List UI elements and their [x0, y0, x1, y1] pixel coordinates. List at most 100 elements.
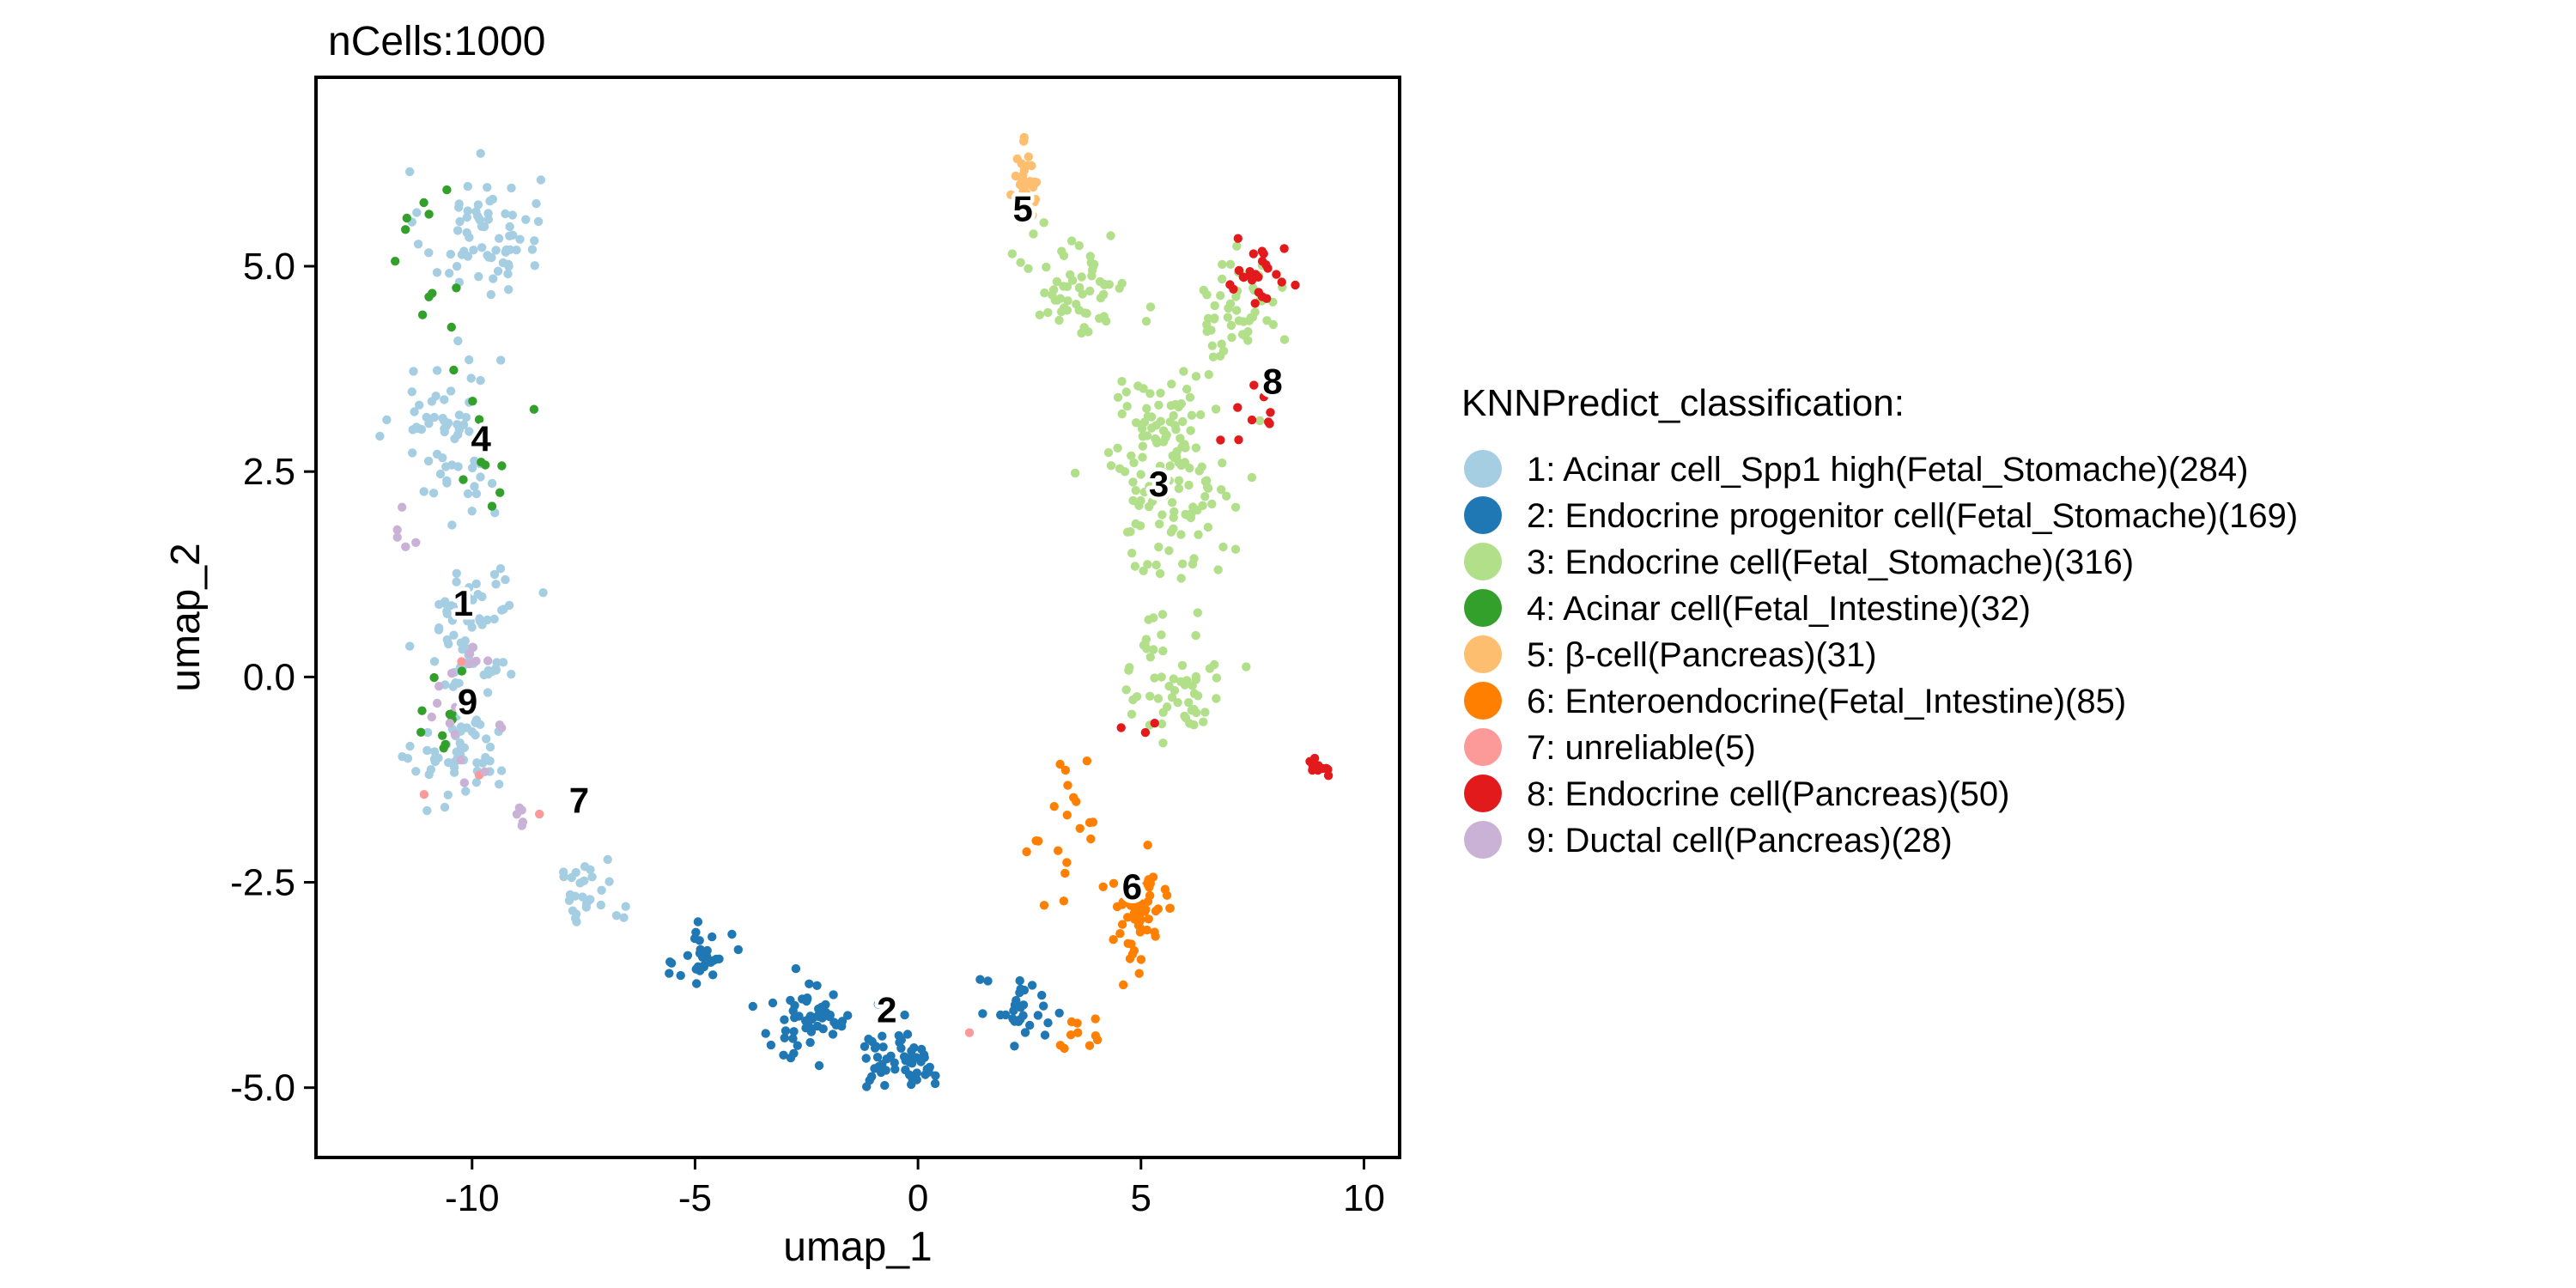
data-point: [1157, 630, 1166, 640]
data-point: [438, 731, 447, 740]
data-point: [401, 542, 410, 551]
data-point: [975, 975, 985, 984]
data-point: [449, 365, 459, 375]
data-point: [1068, 276, 1078, 285]
data-point: [880, 1080, 890, 1091]
data-point: [427, 712, 436, 722]
data-point: [1187, 410, 1197, 420]
data-point: [491, 580, 501, 589]
data-point: [471, 656, 481, 666]
data-point: [1272, 270, 1281, 279]
data-point: [1027, 161, 1036, 171]
data-point: [434, 682, 444, 691]
data-point: [873, 999, 883, 1009]
data-point: [1054, 315, 1064, 325]
data-point: [498, 658, 508, 667]
data-point: [468, 397, 477, 406]
data-point: [454, 410, 465, 420]
data-point: [1167, 693, 1177, 702]
data-point: [559, 867, 568, 877]
x-tick-label: -5: [678, 1177, 712, 1219]
data-point: [461, 787, 471, 796]
data-point: [843, 1011, 853, 1020]
data-point: [788, 1034, 798, 1043]
data-point: [482, 433, 491, 442]
data-point: [1233, 234, 1243, 243]
cluster-label-7: 7: [569, 780, 589, 820]
data-point: [1159, 480, 1170, 489]
data-point: [536, 175, 546, 185]
data-point: [761, 1029, 770, 1038]
legend-key-6: [1464, 682, 1502, 720]
data-point: [1029, 229, 1038, 239]
data-point: [1257, 257, 1267, 266]
data-point: [896, 1035, 907, 1045]
data-point: [1202, 326, 1212, 337]
data-point: [1143, 896, 1153, 907]
data-point: [449, 630, 459, 640]
data-point: [909, 1043, 919, 1053]
data-point: [471, 730, 480, 740]
data-point: [829, 990, 838, 999]
data-point: [1204, 370, 1213, 380]
data-point: [1120, 467, 1130, 477]
data-point: [452, 568, 461, 578]
data-point: [474, 415, 484, 424]
data-point: [475, 215, 484, 224]
data-point: [1085, 286, 1095, 296]
data-point: [492, 658, 501, 667]
data-point: [837, 1022, 847, 1031]
data-point: [1024, 264, 1033, 273]
data-point: [1059, 282, 1068, 291]
data-point: [1178, 559, 1188, 568]
data-point: [434, 623, 444, 633]
data-point: [1091, 1031, 1101, 1041]
cluster-label-9: 9: [458, 682, 477, 722]
data-point: [902, 1030, 913, 1039]
data-point: [861, 1054, 871, 1063]
data-point: [446, 386, 456, 396]
data-point: [444, 757, 453, 768]
data-point: [1055, 759, 1065, 769]
legend-label-5: 5: β-cell(Pancreas)(31): [1527, 636, 1877, 674]
data-point: [445, 709, 454, 719]
data-point: [867, 1036, 877, 1047]
data-point: [461, 412, 471, 422]
data-point: [1066, 1030, 1076, 1040]
data-point: [1205, 664, 1215, 673]
data-point: [476, 375, 485, 386]
data-point: [1200, 708, 1210, 717]
data-point: [691, 927, 701, 938]
data-point: [453, 336, 463, 346]
data-point: [1154, 542, 1163, 552]
data-point: [790, 1000, 799, 1011]
data-point: [1212, 694, 1221, 703]
data-point: [527, 245, 538, 254]
data-point: [475, 614, 484, 623]
data-point: [780, 1015, 789, 1024]
data-point: [1173, 698, 1182, 708]
data-point: [1224, 303, 1233, 313]
data-point: [419, 487, 428, 496]
data-point: [1033, 1011, 1043, 1020]
data-point: [493, 266, 503, 276]
data-point: [1203, 522, 1213, 532]
data-point: [1096, 293, 1106, 303]
data-point: [1037, 990, 1047, 1000]
data-point: [1184, 698, 1194, 708]
data-point: [1056, 307, 1066, 317]
data-point: [1186, 426, 1195, 435]
data-point: [1103, 447, 1114, 458]
data-point: [419, 790, 429, 799]
data-point: [483, 183, 492, 192]
data-point: [501, 574, 510, 585]
data-point: [405, 741, 415, 751]
series-2-points: [665, 917, 1064, 1091]
data-point: [1085, 252, 1096, 261]
data-point: [1191, 443, 1201, 453]
data-point: [471, 718, 480, 727]
data-point: [1042, 262, 1051, 272]
data-point: [1193, 691, 1203, 701]
data-point: [1124, 665, 1133, 675]
data-point: [1030, 177, 1040, 187]
